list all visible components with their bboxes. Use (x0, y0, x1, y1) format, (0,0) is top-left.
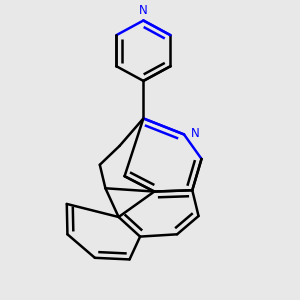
Text: N: N (190, 127, 199, 140)
Text: N: N (139, 4, 148, 17)
